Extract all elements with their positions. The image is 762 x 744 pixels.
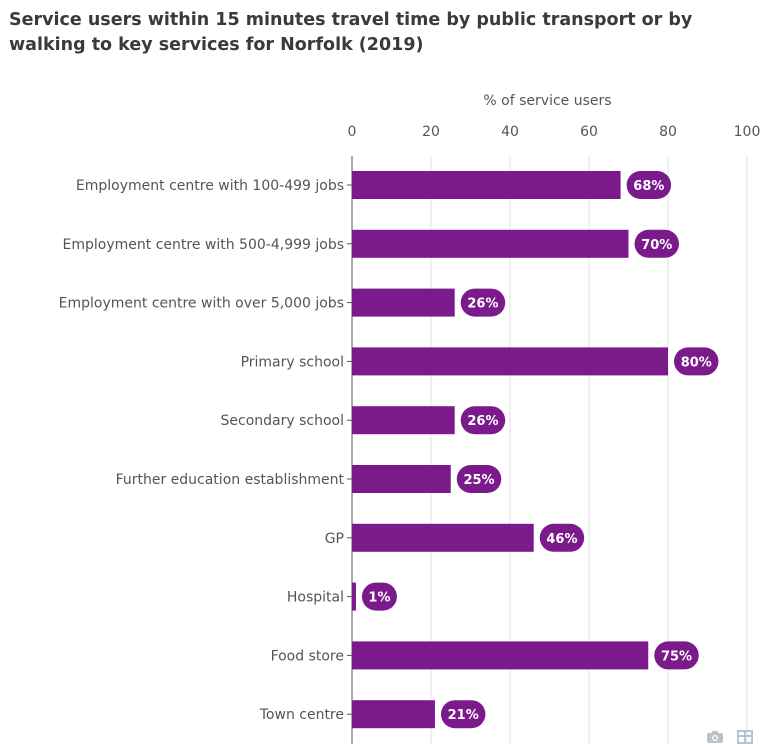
data-label-badge (456, 465, 502, 493)
category-label: Further education establishment (116, 472, 345, 488)
data-label: 26% (467, 414, 498, 429)
bar[interactable] (352, 582, 356, 611)
x-tick-label: 80 (659, 124, 677, 140)
category-label: Primary school (241, 354, 344, 370)
bar[interactable] (352, 406, 455, 435)
data-label: 80% (681, 355, 712, 370)
bar[interactable] (352, 523, 534, 552)
data-label-badge (361, 582, 397, 611)
data-label: 1% (368, 591, 390, 606)
bar[interactable] (352, 288, 455, 317)
x-axis-title: % of service users (483, 93, 611, 109)
data-label-badge (539, 523, 585, 552)
data-label-badge (674, 347, 719, 376)
category-label: Employment centre with over 5,000 jobs (59, 296, 344, 312)
category-label: Town centre (259, 707, 344, 723)
data-label: 46% (546, 532, 577, 547)
x-axis-ticks: 0 20 40 60 80 100 (348, 124, 761, 140)
data-label-badge (460, 288, 506, 317)
bar[interactable] (352, 171, 621, 199)
data-label: 21% (448, 708, 479, 723)
chart-title: Service users within 15 minutes travel t… (9, 10, 693, 55)
table-icon[interactable] (736, 730, 754, 744)
data-label-badge (460, 406, 506, 435)
data-label-badge (440, 700, 486, 729)
data-label: 70% (641, 238, 672, 253)
category-label: Hospital (287, 590, 344, 606)
x-tick-label: 40 (501, 124, 519, 140)
x-tick-label: 20 (422, 124, 440, 140)
bar[interactable] (352, 465, 451, 493)
data-label-badge (626, 171, 672, 199)
x-tick-label: 100 (734, 124, 761, 140)
chart-toolbar (706, 730, 754, 744)
data-label-badge (634, 229, 679, 258)
category-label: GP (325, 531, 344, 547)
category-label: Secondary school (221, 413, 344, 429)
data-label: 26% (467, 297, 498, 312)
category-label: Food store (271, 648, 344, 664)
data-label: 25% (463, 473, 494, 488)
camera-icon[interactable] (706, 730, 724, 744)
bar[interactable] (352, 641, 649, 670)
bar[interactable] (352, 347, 668, 376)
category-label: Employment centre with 500-4,999 jobs (63, 237, 344, 253)
bar[interactable] (352, 229, 629, 258)
data-label: 68% (633, 179, 664, 194)
data-label: 75% (661, 649, 692, 664)
x-tick-label: 60 (580, 124, 598, 140)
bars: Employment centre with 100-499 jobs 68% Em… (59, 171, 719, 729)
category-label: Employment centre with 100-499 jobs (76, 178, 344, 194)
data-label-badge (654, 641, 699, 670)
x-tick-label: 0 (348, 124, 357, 140)
bar[interactable] (352, 700, 435, 729)
